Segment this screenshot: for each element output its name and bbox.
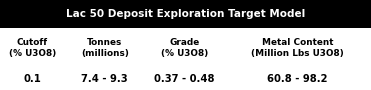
Bar [145,68,224,90]
Text: 7.4 - 9.3: 7.4 - 9.3 [82,74,128,84]
Text: Lac 50 Deposit Exploration Target Model: Lac 50 Deposit Exploration Target Model [66,9,305,19]
Text: 0.1: 0.1 [23,74,42,84]
Bar [65,28,145,68]
Bar [0,0,371,28]
Text: 60.8 - 98.2: 60.8 - 98.2 [267,74,328,84]
Text: Grade
(% U3O8): Grade (% U3O8) [161,38,208,58]
Text: 0.37 - 0.48: 0.37 - 0.48 [154,74,215,84]
Text: Cutoff
(% U3O8): Cutoff (% U3O8) [9,38,56,58]
Bar [0,28,65,68]
Bar [65,68,145,90]
Text: Tonnes
(millions): Tonnes (millions) [81,38,129,58]
Bar [0,68,65,90]
Bar [224,28,371,68]
Bar [145,28,224,68]
Text: Metal Content
(Million Lbs U3O8): Metal Content (Million Lbs U3O8) [252,38,344,58]
Bar [224,68,371,90]
